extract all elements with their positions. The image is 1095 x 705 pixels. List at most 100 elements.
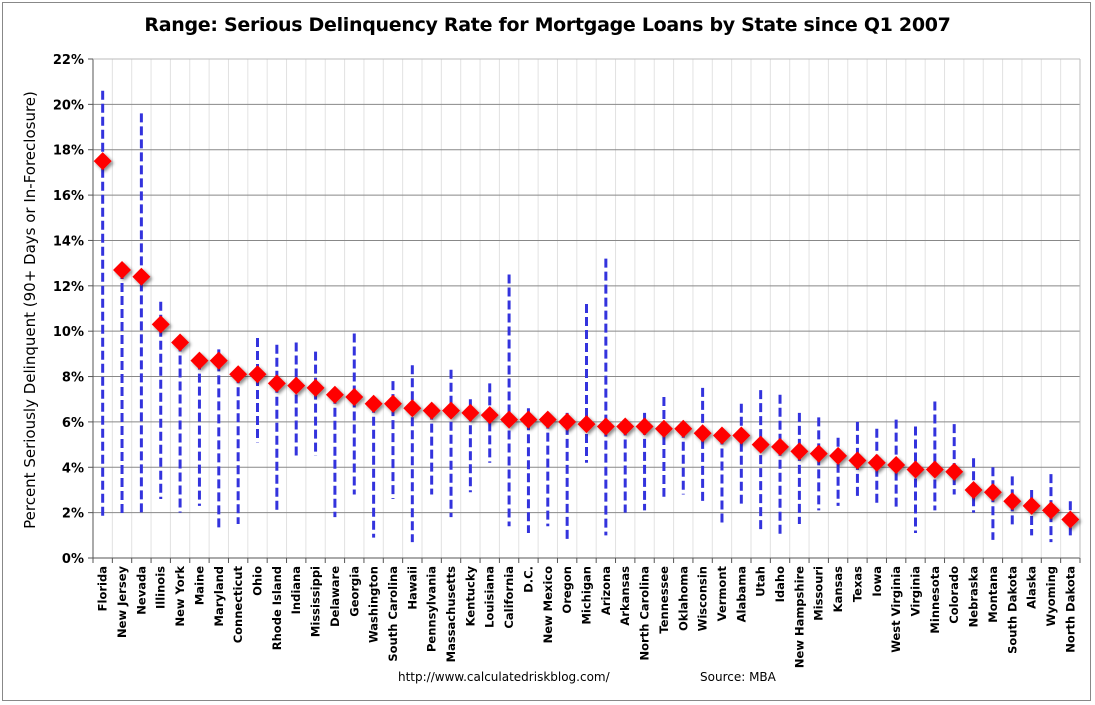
- current-rate-marker: [712, 426, 731, 445]
- current-rate-marker: [790, 442, 809, 461]
- current-rate-marker: [519, 410, 538, 429]
- x-tick-label: Alaska: [1025, 566, 1039, 609]
- x-tick-label: D.C.: [521, 566, 535, 593]
- current-rate-marker: [577, 415, 596, 434]
- current-rate-marker: [829, 446, 848, 465]
- x-tick-label: New York: [173, 566, 187, 627]
- x-tick-label: Kentucky: [463, 565, 477, 626]
- y-tick-label: 22%: [53, 53, 84, 68]
- current-rate-marker: [345, 387, 364, 406]
- x-tick-label: Louisiana: [483, 566, 497, 628]
- current-rate-marker: [887, 456, 906, 475]
- x-tick-label: Oregon: [560, 566, 574, 614]
- x-tick-label: Hawaii: [405, 566, 419, 610]
- x-tick-label: Indiana: [289, 566, 303, 614]
- current-rate-marker: [771, 437, 790, 456]
- x-tick-label: Kansas: [831, 566, 845, 612]
- current-rate-marker: [925, 460, 944, 479]
- current-rate-marker: [461, 403, 480, 422]
- current-rate-marker: [190, 351, 209, 370]
- current-rate-marker: [171, 333, 190, 352]
- y-tick-label: 0%: [62, 552, 84, 567]
- current-rate-marker: [267, 374, 286, 393]
- current-rate-marker: [93, 152, 112, 171]
- y-tick-label: 20%: [53, 98, 84, 113]
- current-rate-marker: [945, 462, 964, 481]
- current-rate-marker: [906, 460, 925, 479]
- x-tick-label: Minnesota: [928, 566, 942, 634]
- x-tick-label: North Carolina: [638, 566, 652, 661]
- x-tick-label: Arkansas: [618, 566, 632, 626]
- x-tick-label: Utah: [754, 566, 768, 597]
- current-rate-marker: [1022, 496, 1041, 515]
- current-rate-marker: [500, 410, 519, 429]
- x-tick-label: Alabama: [734, 566, 748, 622]
- x-tick-label: Pennsylvania: [425, 566, 439, 652]
- y-tick-label: 6%: [62, 416, 84, 431]
- current-rate-marker: [287, 376, 306, 395]
- current-rate-marker: [403, 399, 422, 418]
- x-tick-label: Iowa: [870, 566, 884, 597]
- x-tick-label: Virginia: [909, 566, 923, 616]
- current-rate-marker: [1041, 501, 1060, 520]
- current-rate-marker: [616, 417, 635, 436]
- x-tick-label: West Virginia: [889, 566, 903, 653]
- y-tick-label: 2%: [62, 507, 84, 522]
- x-tick-label: Maine: [192, 566, 206, 605]
- source-url[interactable]: http://www.calculatedriskblog.com/: [398, 670, 610, 684]
- current-rate-marker: [654, 419, 673, 438]
- source-note: Source: MBA: [700, 670, 776, 684]
- current-rate-marker: [635, 417, 654, 436]
- current-rate-marker: [383, 394, 402, 413]
- x-tick-label: Rhode Island: [270, 566, 284, 650]
- current-rate-marker: [596, 417, 615, 436]
- current-rate-marker: [364, 394, 383, 413]
- x-tick-label: Florida: [96, 566, 110, 611]
- x-tick-label: Ohio: [251, 566, 265, 596]
- x-tick-label: Arizona: [599, 566, 613, 615]
- x-tick-label: South Dakota: [1005, 566, 1019, 654]
- y-tick-label: 18%: [53, 144, 84, 159]
- x-tick-label: Georgia: [347, 566, 361, 617]
- current-rate-marker: [422, 401, 441, 420]
- current-rate-marker: [848, 451, 867, 470]
- current-rate-marker: [1003, 492, 1022, 511]
- current-rate-marker: [1061, 510, 1080, 529]
- x-tick-label: Washington: [367, 566, 381, 643]
- x-tick-label: New Jersey: [115, 566, 129, 638]
- x-tick-label: Wisconsin: [696, 566, 710, 631]
- x-tick-label: South Carolina: [386, 566, 400, 662]
- current-rate-marker: [693, 424, 712, 443]
- current-rate-marker: [113, 260, 132, 279]
- current-rate-marker: [751, 435, 770, 454]
- current-rate-marker: [964, 480, 983, 499]
- current-rate-marker: [306, 378, 325, 397]
- x-tick-label: Delaware: [328, 566, 342, 627]
- x-tick-label: Colorado: [947, 566, 961, 624]
- x-tick-label: Texas: [850, 566, 864, 602]
- current-rate-marker: [325, 385, 344, 404]
- current-rate-marker: [229, 365, 248, 384]
- x-tick-label: Missouri: [812, 566, 826, 621]
- x-tick-label: Oklahoma: [676, 566, 690, 631]
- x-tick-label: Nebraska: [967, 566, 981, 627]
- x-tick-label: Nevada: [134, 566, 148, 615]
- y-tick-label: 12%: [53, 280, 84, 295]
- x-tick-label: Tennessee: [657, 566, 671, 634]
- current-rate-marker: [209, 351, 228, 370]
- y-tick-label: 16%: [53, 189, 84, 204]
- current-rate-marker: [732, 426, 751, 445]
- x-tick-label: Idaho: [773, 566, 787, 602]
- y-tick-label: 14%: [53, 234, 84, 249]
- x-tick-label: Wyoming: [1044, 566, 1058, 626]
- x-tick-label: North Dakota: [1063, 566, 1077, 653]
- y-tick-label: 8%: [62, 371, 84, 386]
- x-tick-label: New Hampshire: [792, 566, 806, 668]
- current-rate-marker: [151, 315, 170, 334]
- x-tick-label: New Mexico: [541, 566, 555, 643]
- current-rate-marker: [538, 410, 557, 429]
- current-rate-marker: [480, 406, 499, 425]
- current-rate-marker: [983, 483, 1002, 502]
- y-tick-label: 10%: [53, 325, 84, 340]
